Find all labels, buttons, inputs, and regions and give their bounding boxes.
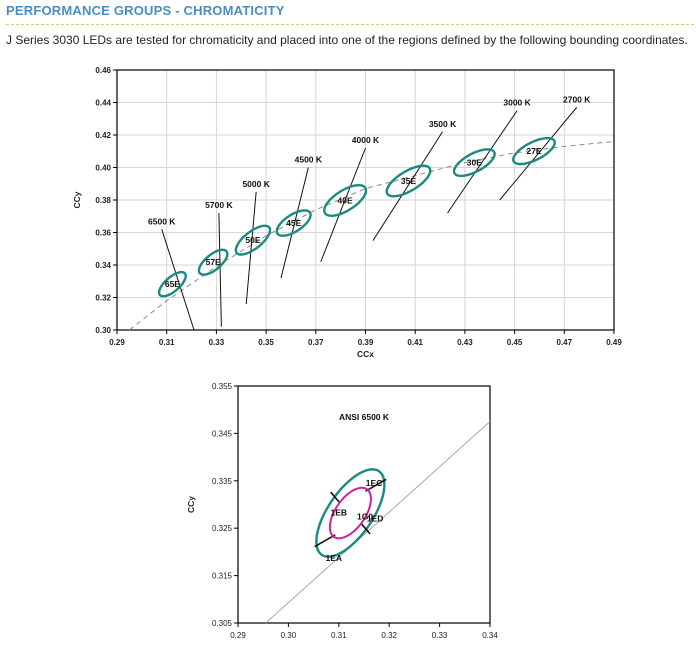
x-tick-label: 0.31	[159, 338, 175, 347]
blackbody-locus-line	[265, 421, 491, 624]
y-tick-label: 0.32	[95, 294, 111, 303]
blackbody-locus-line	[129, 141, 615, 331]
x-tick-label: 0.39	[358, 338, 374, 347]
plot-frame	[237, 385, 491, 624]
x-tick-label: 0.31	[331, 631, 347, 640]
y-tick-label: 0.42	[95, 131, 111, 140]
cct-line	[320, 147, 366, 262]
cct-label: 4000 K	[352, 135, 380, 145]
x-tick-label: 0.33	[432, 631, 448, 640]
y-tick-label: 0.315	[212, 572, 233, 581]
y-axis-title: CCy	[186, 496, 196, 513]
subbin-label: 1ED	[367, 514, 384, 524]
cct-line	[280, 167, 309, 279]
chart-title: ANSI 6500 K	[339, 412, 390, 422]
cct-label: 5700 K	[205, 200, 233, 210]
subbin-divider-line	[314, 534, 336, 548]
y-tick-label: 0.46	[95, 66, 111, 75]
cct-line	[499, 107, 578, 201]
y-tick-label: 0.38	[95, 196, 111, 205]
subbin-label: 1EB	[331, 508, 348, 518]
x-tick-label: 0.41	[407, 338, 423, 347]
x-tick-label: 0.47	[557, 338, 573, 347]
x-axis-title: CCx	[357, 349, 374, 359]
bin-ellipse	[323, 183, 368, 218]
cct-label: 5000 K	[242, 179, 270, 189]
bin-label: 35E	[401, 176, 416, 186]
cct-label: 3500 K	[429, 119, 457, 129]
y-tick-label: 0.305	[212, 619, 233, 628]
center-bin-label: 1G0	[357, 511, 373, 521]
cct-label: 3000 K	[503, 98, 531, 108]
x-tick-label: 0.45	[507, 338, 523, 347]
x-tick-label: 0.33	[209, 338, 225, 347]
bin-label: 30E	[467, 158, 482, 168]
cct-label: 2700 K	[563, 94, 591, 104]
cct-line	[372, 131, 443, 241]
y-tick-label: 0.36	[95, 229, 111, 238]
x-tick-label: 0.30	[281, 631, 297, 640]
cct-line	[245, 191, 257, 305]
subbin-divider-line	[365, 478, 387, 492]
subbin-divider-line	[330, 491, 340, 503]
x-tick-label: 0.37	[308, 338, 324, 347]
y-tick-label: 0.40	[95, 164, 111, 173]
bin-label: 65E	[165, 279, 180, 289]
outer-bin-ellipse	[315, 468, 386, 558]
cct-line	[218, 212, 222, 327]
x-tick-label: 0.34	[482, 631, 498, 640]
cct-line	[161, 229, 195, 331]
subbin-divider-line	[360, 523, 371, 535]
bin-label: 27E	[526, 146, 541, 156]
ansi-6500k-chart: 0.29 0.30 0.31 0.32 0.33 0.34 0.305 0.315 0.325 0…	[186, 382, 498, 640]
subbin-label: 1EC	[366, 478, 383, 488]
y-tick-label: 0.44	[95, 99, 111, 108]
x-tick-label: 0.29	[230, 631, 246, 640]
y-tick-label: 0.335	[212, 477, 233, 486]
bin-label: 40E	[338, 195, 353, 205]
bin-ellipse	[452, 148, 496, 178]
bin-label: 45E	[286, 218, 301, 228]
y-tick-label: 0.325	[212, 524, 233, 533]
inner-bin-ellipse	[328, 486, 372, 540]
cct-label: 4500 K	[295, 155, 323, 165]
x-tick-label: 0.43	[457, 338, 473, 347]
bin-ellipse	[157, 270, 187, 298]
bin-ellipse	[234, 224, 272, 256]
section-title: PERFORMANCE GROUPS - CHROMATICITY	[6, 3, 285, 18]
bin-label: 57E	[206, 257, 221, 267]
y-tick-label: 0.34	[95, 261, 111, 270]
x-tick-label: 0.29	[109, 338, 125, 347]
y-tick-label: 0.355	[212, 382, 233, 391]
y-tick-label: 0.345	[212, 429, 233, 438]
y-tick-label: 0.30	[95, 326, 111, 335]
bin-label: 50E	[245, 235, 260, 245]
bin-ellipse	[512, 136, 556, 166]
bin-ellipse	[197, 248, 229, 276]
x-tick-label: 0.32	[381, 631, 397, 640]
chromaticity-chart: 0.29 0.31 0.33 0.35 0.37 0.39 0.41 0.43 0.45 0.47…	[72, 66, 622, 359]
bin-ellipse	[385, 164, 432, 198]
cct-line	[447, 110, 518, 214]
x-tick-label: 0.35	[258, 338, 274, 347]
section-header: PERFORMANCE GROUPS - CHROMATICITY	[6, 2, 694, 25]
x-tick-label: 0.49	[606, 338, 622, 347]
bin-ellipse	[275, 209, 312, 237]
subbin-label: 1EA	[325, 553, 342, 563]
y-axis-title: CCy	[72, 191, 82, 208]
intro-text: J Series 3030 LEDs are tested for chroma…	[6, 33, 688, 47]
cct-label: 6500 K	[148, 216, 176, 226]
